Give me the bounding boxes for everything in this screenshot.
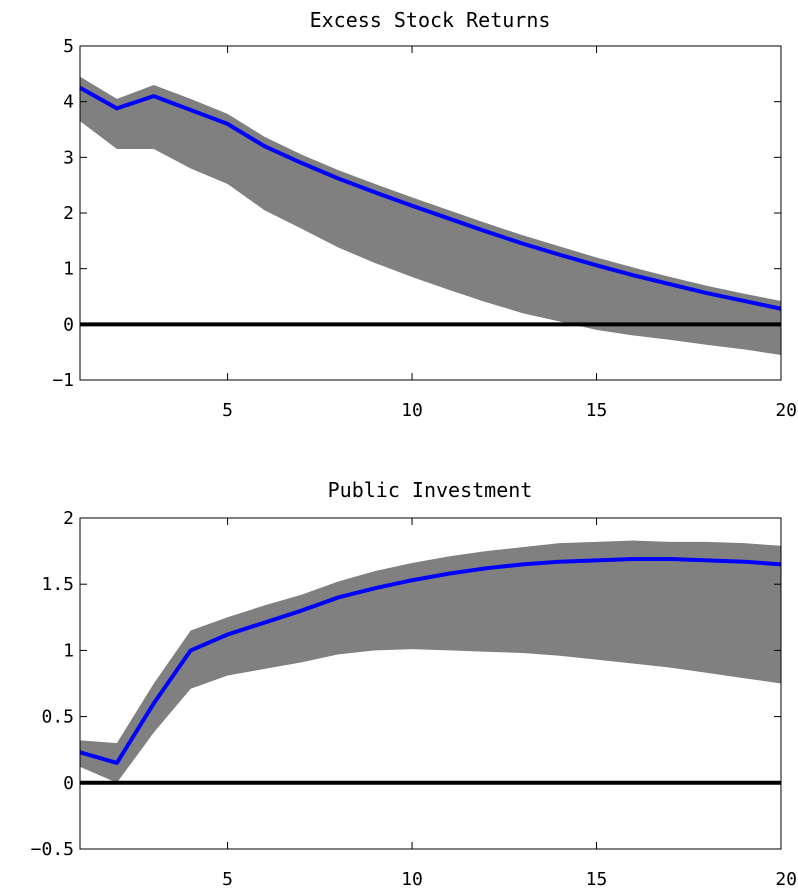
y-tick-label: 5 xyxy=(63,36,74,57)
y-tick-label: 0 xyxy=(63,314,74,335)
x-tick-label: 5 xyxy=(222,400,233,421)
y-tick-label: 0.5 xyxy=(41,707,74,728)
y-tick-label: 2 xyxy=(63,203,74,224)
chart-public-investment: Public Investment −0.5 0 0.5 1 1.5 2 5 10 15 20 xyxy=(31,478,797,890)
x-tick-label: 15 xyxy=(586,400,608,421)
y-tick-label: 3 xyxy=(63,147,74,168)
y-tick-label: 1.5 xyxy=(41,574,74,595)
y-tick-label: 1 xyxy=(63,640,74,661)
chart-title: Public Investment xyxy=(328,478,533,502)
y-tick-label: 2 xyxy=(63,508,74,529)
confidence-band xyxy=(80,76,781,355)
x-tick-label: 10 xyxy=(401,400,423,421)
x-tick-label: 20 xyxy=(775,869,797,890)
y-tick-label: 4 xyxy=(63,92,74,113)
x-tick-label: 5 xyxy=(222,869,233,890)
y-tick-label: −0.5 xyxy=(31,839,74,860)
x-tick-label: 15 xyxy=(586,869,608,890)
plot-frame xyxy=(79,517,782,850)
x-tick-label: 20 xyxy=(775,400,797,421)
x-tick-label: 10 xyxy=(401,869,423,890)
y-tick-label: 0 xyxy=(63,773,74,794)
confidence-band xyxy=(80,540,781,783)
chart-excess-stock-returns: Excess Stock Returns −1 0 1 2 3 4 5 5 10 15 20 xyxy=(52,8,797,421)
chart-title: Excess Stock Returns xyxy=(310,8,551,32)
y-tick-label: −1 xyxy=(52,370,74,391)
series-line xyxy=(79,86,782,311)
y-tick-label: 1 xyxy=(63,259,74,280)
series-line xyxy=(79,557,782,765)
